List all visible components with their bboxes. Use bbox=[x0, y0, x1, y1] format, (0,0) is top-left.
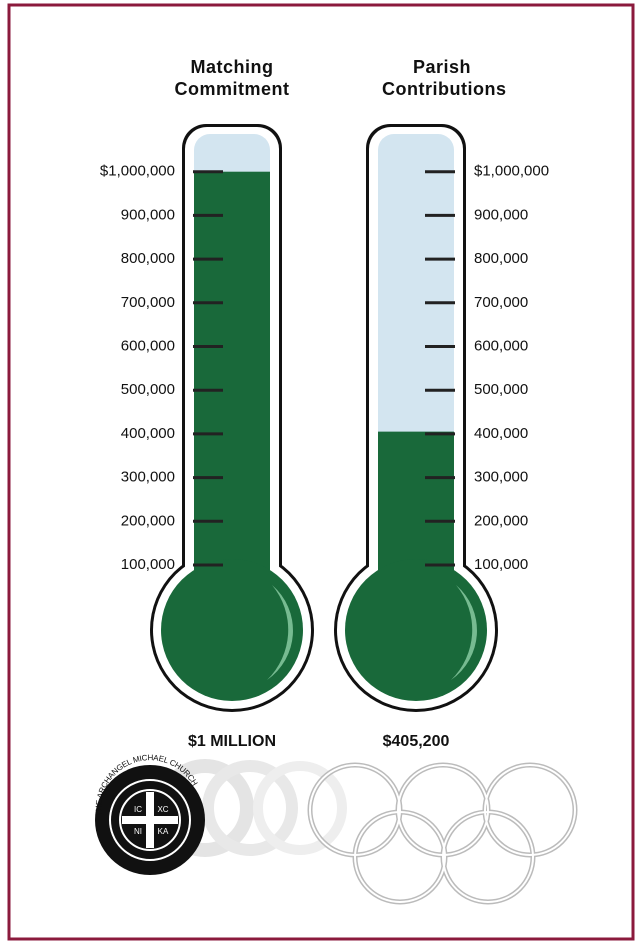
y-tick-label: 700,000 bbox=[474, 294, 528, 311]
y-tick-label: 100,000 bbox=[474, 556, 528, 573]
bulb bbox=[161, 559, 303, 701]
y-tick-label: 700,000 bbox=[121, 294, 175, 311]
y-tick-label: 200,000 bbox=[121, 512, 175, 529]
series-name: Parish Contributions bbox=[382, 56, 502, 100]
y-tick-label: 100,000 bbox=[121, 556, 175, 573]
y-tick-label: 900,000 bbox=[121, 206, 175, 223]
y-tick-label: 900,000 bbox=[474, 206, 528, 223]
y-tick-label: 200,000 bbox=[474, 512, 528, 529]
y-tick-label: $1,000,000 bbox=[100, 163, 175, 180]
y-tick-label: 400,000 bbox=[121, 425, 175, 442]
monogram: IC bbox=[134, 805, 142, 814]
y-tick-label: $1,000,000 bbox=[474, 163, 549, 180]
y-tick-label: 300,000 bbox=[121, 469, 175, 486]
monogram: XC bbox=[157, 805, 168, 814]
y-tick-label: 500,000 bbox=[121, 381, 175, 398]
y-tick-label: 400,000 bbox=[474, 425, 528, 442]
y-tick-label: 300,000 bbox=[474, 469, 528, 486]
monogram: NI bbox=[134, 827, 142, 836]
value-label: $405,200 bbox=[383, 733, 450, 750]
bulb bbox=[345, 559, 487, 701]
y-tick-label: 600,000 bbox=[121, 337, 175, 354]
y-tick-label: 500,000 bbox=[474, 381, 528, 398]
y-tick-label: 800,000 bbox=[474, 250, 528, 267]
y-tick-label: 800,000 bbox=[121, 250, 175, 267]
y-tick-label: 600,000 bbox=[474, 337, 528, 354]
series-name: Matching Commitment bbox=[172, 56, 292, 100]
monogram: KA bbox=[158, 827, 169, 836]
chart: $1 MILLION 100,000 200,000 300,000 400,000 50… bbox=[0, 0, 642, 945]
value-label: $1 MILLION bbox=[188, 733, 276, 750]
page: $1 MILLION 100,000 200,000 300,000 400,000 50… bbox=[0, 0, 642, 945]
